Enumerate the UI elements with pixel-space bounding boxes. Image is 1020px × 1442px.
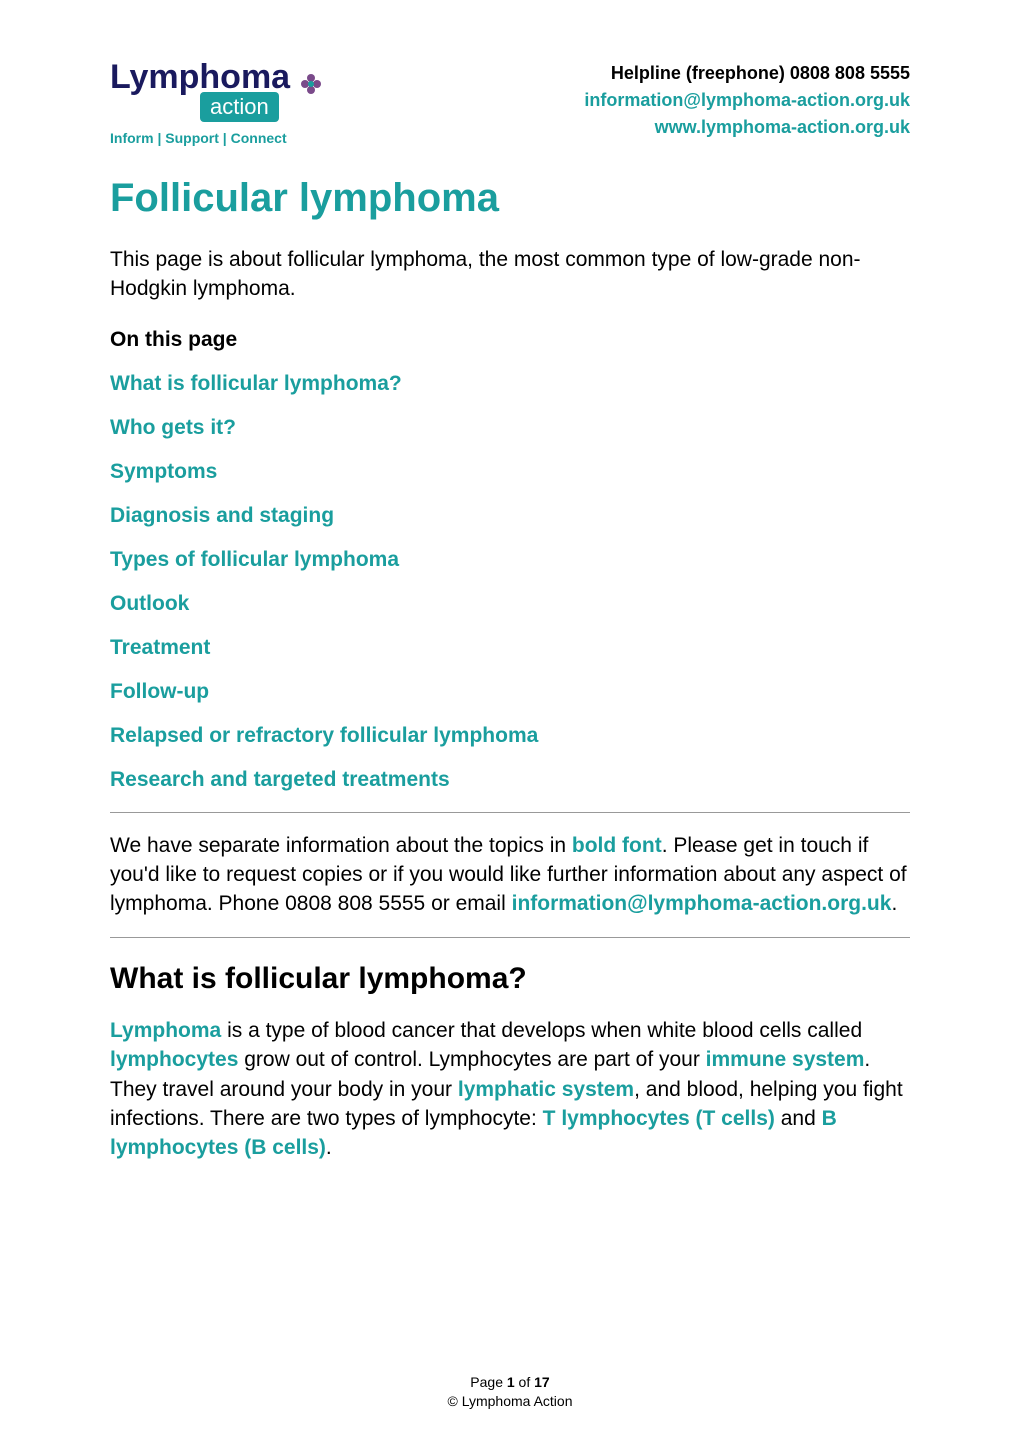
toc-item: Follow-up — [110, 680, 910, 704]
body-text-1: is a type of blood cancer that develops … — [221, 1019, 862, 1042]
logo: Lymphoma action Inform | Support | Conne… — [110, 60, 323, 146]
toc-item: Who gets it? — [110, 416, 910, 440]
toc-item: Types of follicular lymphoma — [110, 548, 910, 572]
info-box-text: We have separate information about the t… — [110, 831, 910, 919]
toc-item: Treatment — [110, 636, 910, 660]
toc-link-treatment[interactable]: Treatment — [110, 636, 210, 659]
contact-website-link[interactable]: www.lymphoma-action.org.uk — [655, 117, 910, 137]
toc-link-research[interactable]: Research and targeted treatments — [110, 768, 450, 791]
toc-link-followup[interactable]: Follow-up — [110, 680, 209, 703]
footer-page-current: 1 — [507, 1374, 515, 1390]
link-t-cells[interactable]: T lymphocytes (T cells) — [543, 1107, 775, 1130]
info-email-link[interactable]: information@lymphoma-action.org.uk — [512, 892, 892, 915]
footer-page-number: Page 1 of 17 — [0, 1373, 1020, 1393]
helpline-text: Helpline (freephone) 0808 808 5555 — [584, 60, 910, 87]
logo-wordmark: Lymphoma — [110, 58, 290, 96]
contact-email-link[interactable]: information@lymphoma-action.org.uk — [584, 90, 910, 110]
link-lymphocytes[interactable]: lymphocytes — [110, 1048, 238, 1071]
info-text-1: We have separate information about the t… — [110, 834, 572, 857]
logo-main-text: Lymphoma — [110, 60, 323, 96]
link-immune-system[interactable]: immune system — [706, 1048, 865, 1071]
toc-link-outlook[interactable]: Outlook — [110, 592, 189, 615]
page-footer: Page 1 of 17 © Lymphoma Action — [0, 1373, 1020, 1412]
divider — [110, 812, 910, 813]
footer-copyright: © Lymphoma Action — [448, 1393, 573, 1409]
page-title: Follicular lymphoma — [110, 176, 910, 221]
toc-list: What is follicular lymphoma? Who gets it… — [110, 372, 910, 792]
flower-icon — [299, 72, 323, 96]
info-bold-font: bold font — [572, 834, 662, 857]
section-heading-what-is: What is follicular lymphoma? — [110, 962, 910, 996]
link-lymphatic-system[interactable]: lymphatic system — [458, 1078, 634, 1101]
page-header: Lymphoma action Inform | Support | Conne… — [110, 60, 910, 146]
footer-page-prefix: Page — [470, 1374, 507, 1390]
body-text-5: and — [775, 1107, 822, 1130]
contact-info: Helpline (freephone) 0808 808 5555 infor… — [584, 60, 910, 141]
logo-action-text: action — [200, 92, 279, 122]
toc-link-who-gets[interactable]: Who gets it? — [110, 416, 236, 439]
logo-tagline: Inform | Support | Connect — [110, 130, 323, 146]
toc-label: On this page — [110, 328, 910, 352]
toc-item: Diagnosis and staging — [110, 504, 910, 528]
body-text-2: grow out of control. Lymphocytes are par… — [238, 1048, 705, 1071]
toc-item: Relapsed or refractory follicular lympho… — [110, 724, 910, 748]
toc-link-symptoms[interactable]: Symptoms — [110, 460, 217, 483]
footer-page-middle: of — [515, 1374, 534, 1390]
intro-paragraph: This page is about follicular lymphoma, … — [110, 245, 910, 304]
toc-link-what-is[interactable]: What is follicular lymphoma? — [110, 372, 402, 395]
toc-item: Research and targeted treatments — [110, 768, 910, 792]
toc-link-relapsed[interactable]: Relapsed or refractory follicular lympho… — [110, 724, 538, 747]
link-lymphoma[interactable]: Lymphoma — [110, 1019, 221, 1042]
toc-link-diagnosis[interactable]: Diagnosis and staging — [110, 504, 334, 527]
toc-item: What is follicular lymphoma? — [110, 372, 910, 396]
info-text-3: . — [891, 892, 897, 915]
toc-item: Outlook — [110, 592, 910, 616]
footer-page-total: 17 — [534, 1374, 550, 1390]
section-body: Lymphoma is a type of blood cancer that … — [110, 1016, 910, 1163]
logo-action-badge: action — [110, 96, 323, 122]
body-text-6: . — [326, 1136, 332, 1159]
toc-item: Symptoms — [110, 460, 910, 484]
divider — [110, 937, 910, 938]
toc-link-types[interactable]: Types of follicular lymphoma — [110, 548, 399, 571]
